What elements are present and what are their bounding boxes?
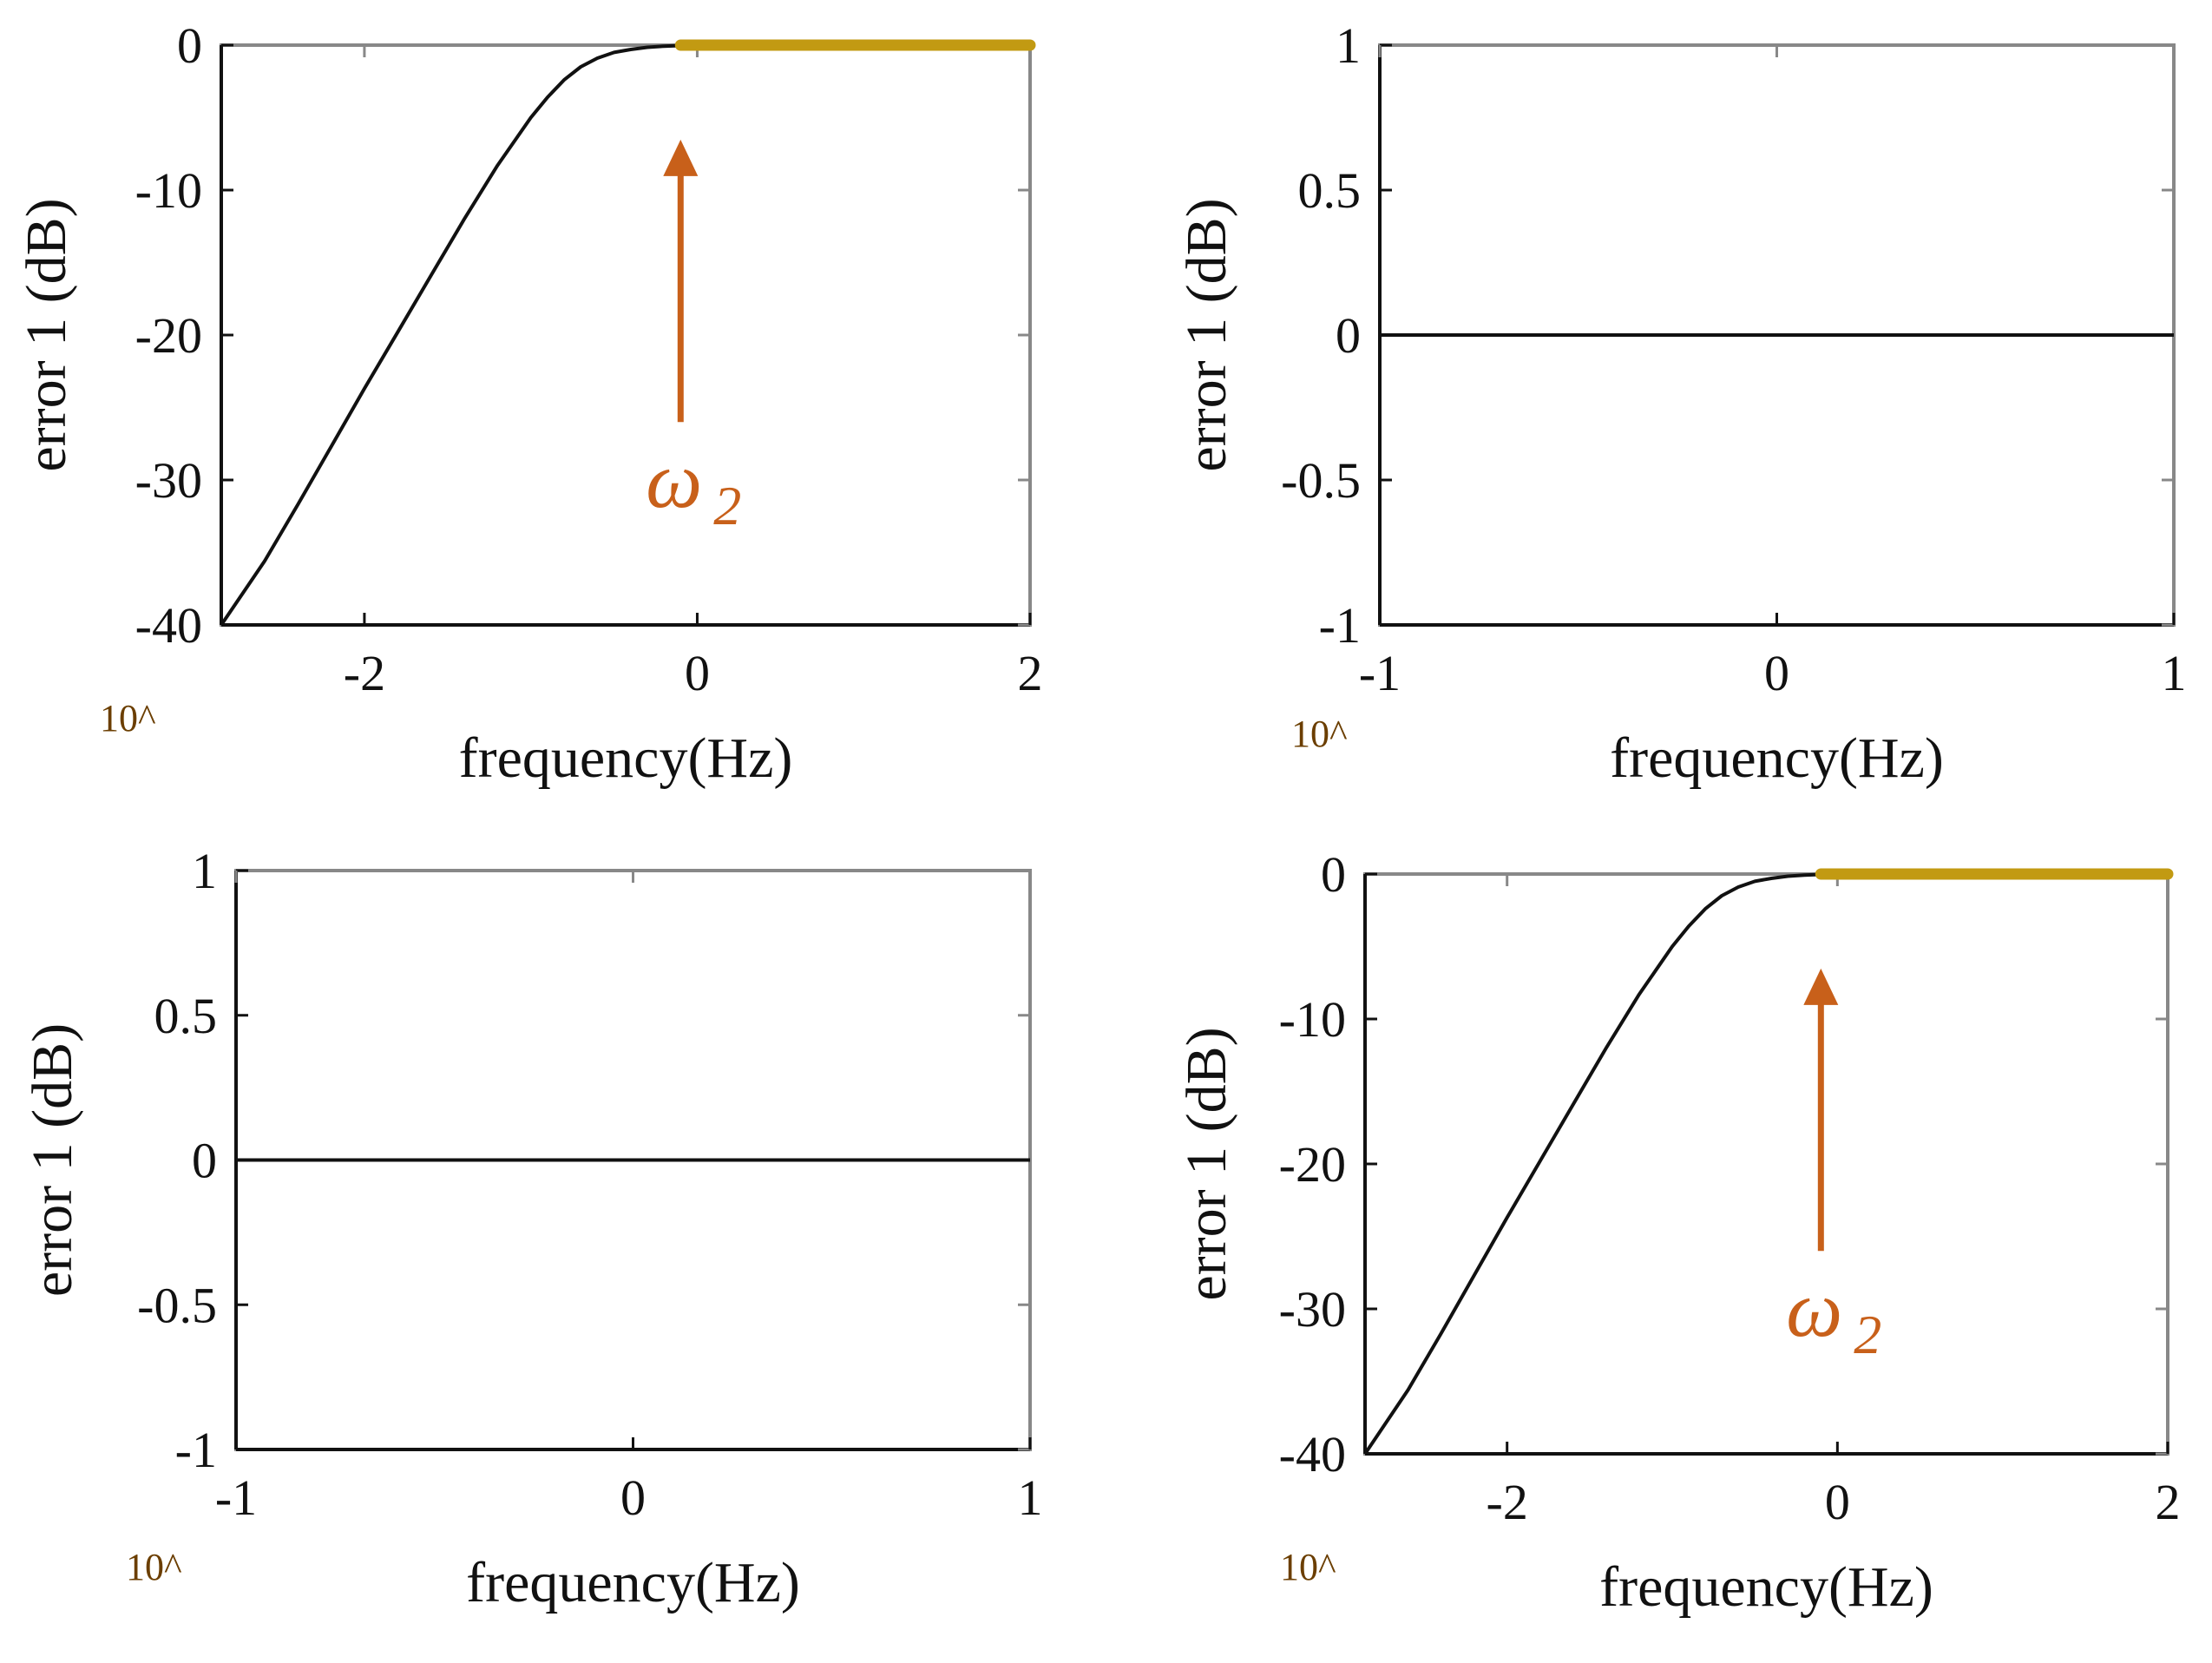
x-tick-label: 1	[1018, 1469, 1043, 1526]
error-series-line	[1363, 872, 1838, 1456]
x-scale-base-label: 10^	[126, 1546, 182, 1588]
x-tick-label: 2	[2156, 1474, 2181, 1530]
y-tick-label: -10	[1279, 991, 1346, 1048]
error-series-line	[220, 43, 698, 627]
annotation-arrowhead-icon	[1803, 968, 1839, 1005]
y-tick-label: -0.5	[1281, 452, 1361, 509]
y-tick-label: -0.5	[137, 1277, 217, 1333]
y-tick-label: -40	[1279, 1426, 1346, 1482]
y-axis-label: error 1 (dB)	[15, 198, 78, 471]
y-axis-label: error 1 (dB)	[21, 1023, 84, 1297]
y-tick-label: 0	[177, 17, 202, 74]
chart-panel-1: 0-10-20-30-40-2 0 210^frequency(Hz)error 1…	[15, 17, 1043, 790]
omega-annotation-label: ω	[1786, 1265, 1842, 1353]
y-tick-label: 1	[1336, 17, 1361, 74]
chart-panel-4: 0-10-20-30-40-2 0 210^ frequency(Hz)error 1…	[1175, 846, 2181, 1619]
x-tick-label: 2	[1018, 645, 1043, 701]
y-tick-label: 0.5	[154, 988, 218, 1044]
y-axis-label: error 1 (dB)	[1175, 1027, 1238, 1300]
x-tick-label: -2	[1487, 1474, 1528, 1530]
x-scale-base-label: 10^	[1280, 1546, 1336, 1588]
x-tick-label: 1	[2162, 645, 2187, 701]
x-axis-label: frequency(Hz)	[1610, 726, 1944, 790]
y-tick-label: 0	[192, 1133, 217, 1189]
y-tick-label: -40	[135, 597, 202, 654]
x-scale-base-label: 10^	[1291, 713, 1348, 755]
x-tick-label: -1	[1359, 645, 1401, 701]
x-tick-label: 0	[1825, 1474, 1850, 1530]
y-tick-label: -1	[1319, 597, 1361, 654]
omega-annotation-subscript: 2	[1854, 1304, 1881, 1365]
omega-annotation-label: ω	[646, 436, 702, 524]
chart-panel-3: 1 0.5 0 -0.5 -1-1 0 1 10^ frequency(Hz) error 1 (…	[21, 843, 1043, 1614]
x-tick-label: 0	[685, 645, 710, 701]
chart-panel-2: 1 0.5 0 -0.5 -1-1 0 1 10^ frequency(Hz) error 1 (…	[1175, 17, 2187, 790]
x-axis-label: frequency(Hz)	[466, 1551, 800, 1614]
y-tick-label: 0	[1336, 307, 1361, 364]
x-tick-label: 0	[620, 1469, 646, 1526]
x-tick-label: -2	[344, 645, 385, 701]
y-tick-label: 1	[192, 843, 217, 899]
omega-annotation-subscript: 2	[713, 475, 741, 536]
y-tick-label: -10	[135, 162, 202, 219]
y-tick-label: 0	[1321, 846, 1346, 903]
x-axis-label: frequency(Hz)	[459, 726, 793, 790]
y-tick-label: 0.5	[1298, 162, 1362, 219]
annotation-arrowhead-icon	[663, 139, 699, 176]
y-tick-label: -30	[1279, 1281, 1346, 1338]
y-tick-label: -20	[135, 307, 202, 364]
y-tick-label: -1	[175, 1422, 217, 1478]
y-tick-label: -20	[1279, 1136, 1346, 1193]
x-axis-label: frequency(Hz)	[1599, 1555, 1933, 1619]
y-axis-label: error 1 (dB)	[1175, 198, 1238, 471]
x-tick-label: -1	[215, 1469, 257, 1526]
y-tick-label: -30	[135, 452, 202, 509]
x-tick-label: 0	[1764, 645, 1789, 701]
x-scale-base-label: 10^	[100, 697, 156, 739]
